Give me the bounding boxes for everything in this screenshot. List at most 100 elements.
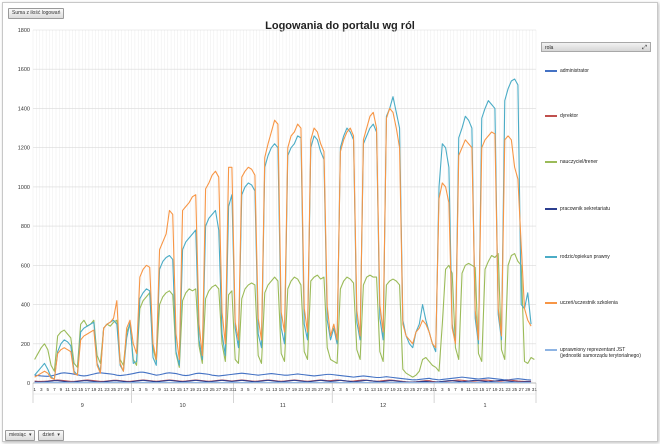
x-day-label: 31 — [430, 387, 436, 392]
series-lines — [34, 78, 535, 384]
legend-label: dyrektor — [560, 113, 579, 119]
legend-swatch — [545, 302, 557, 304]
x-day-label: 25 — [111, 387, 117, 392]
legend-swatch — [545, 208, 557, 210]
day-field-button[interactable]: dzień ▾ — [38, 430, 64, 441]
x-day-label: 11 — [65, 387, 70, 392]
chevron-down-icon: ▾ — [28, 432, 32, 438]
filter-icon[interactable]: ⤢ — [642, 45, 647, 51]
x-month-label: 1 — [484, 403, 487, 409]
legend-swatch — [545, 349, 557, 351]
x-day-label: 3 — [240, 387, 243, 392]
x-day-label: 19 — [292, 387, 298, 392]
x-day-label: 5 — [346, 387, 349, 392]
x-day-label: 29 — [223, 387, 229, 392]
x-day-label: 17 — [183, 387, 189, 392]
x-day-label: 31 — [532, 387, 538, 392]
legend-label: administrator — [560, 68, 589, 74]
y-axis: 0 200 400 600 800 1000 1200 1400 1600 1800 — [18, 28, 30, 387]
x-day-label: 7 — [254, 387, 257, 392]
x-day-label: 23 — [505, 387, 511, 392]
y-tick-label: 800 — [21, 224, 30, 230]
month-field-label: miesiąc — [9, 432, 26, 438]
x-day-label: 3 — [339, 387, 342, 392]
x-day-label: 9 — [461, 387, 464, 392]
row-field-buttons: miesiąc ▾ dzień ▾ — [5, 430, 64, 441]
x-month-label: 9 — [81, 403, 84, 409]
x-day-label: 17 — [285, 387, 291, 392]
x-day-label: 1 — [33, 387, 36, 392]
x-day-label: 15 — [177, 387, 183, 392]
x-day-label: 27 — [118, 387, 124, 392]
x-day-label: 25 — [410, 387, 416, 392]
x-day-label: 21 — [397, 387, 403, 392]
chevron-down-icon: ▾ — [57, 432, 60, 438]
x-day-label: 5 — [247, 387, 250, 392]
y-tick-label: 0 — [27, 381, 30, 387]
y-tick-label: 1800 — [18, 28, 30, 34]
x-day-label: 15 — [279, 387, 285, 392]
x-day-label: 25 — [210, 387, 216, 392]
x-month-label: 10 — [180, 403, 186, 409]
x-day-label: 29 — [325, 387, 331, 392]
legend-label: nauczyciel/trener — [560, 159, 598, 165]
x-day-label: 21 — [298, 387, 304, 392]
y-tick-label: 1000 — [18, 185, 30, 191]
legend-swatch — [545, 256, 557, 258]
x-day-label: 5 — [47, 387, 50, 392]
x-day-label: 23 — [203, 387, 209, 392]
x-day-label: 9 — [260, 387, 263, 392]
x-day-label: 27 — [417, 387, 423, 392]
x-day-label: 1 — [234, 387, 237, 392]
x-day-label: 1 — [434, 387, 437, 392]
day-field-label: dzień — [42, 432, 55, 438]
x-day-label: 23 — [305, 387, 311, 392]
x-day-label: 13 — [473, 387, 479, 392]
x-day-label: 17 — [384, 387, 390, 392]
legend-field-button[interactable]: rola ⤢ — [541, 42, 651, 52]
x-day-label: 3 — [441, 387, 444, 392]
x-day-label: 27 — [318, 387, 324, 392]
y-tick-label: 1600 — [18, 67, 30, 73]
x-day-label: 9 — [158, 387, 161, 392]
x-day-label: 19 — [492, 387, 498, 392]
x-day-label: 27 — [216, 387, 222, 392]
x-day-label: 23 — [104, 387, 110, 392]
x-day-label: 27 — [519, 387, 525, 392]
x-day-label: 13 — [170, 387, 176, 392]
x-day-label: 25 — [512, 387, 518, 392]
y-tick-label: 400 — [21, 303, 30, 309]
x-day-label: 5 — [448, 387, 451, 392]
x-month-label: 11 — [280, 403, 286, 409]
legend-swatch — [545, 115, 557, 117]
x-day-label: 29 — [423, 387, 429, 392]
x-day-label: 9 — [359, 387, 362, 392]
x-day-label: 5 — [145, 387, 148, 392]
series-line-pracownik — [34, 379, 532, 383]
x-day-label: 7 — [352, 387, 355, 392]
x-day-label: 15 — [78, 387, 84, 392]
x-day-label: 31 — [229, 387, 235, 392]
x-day-label: 17 — [85, 387, 91, 392]
x-day-label: 11 — [364, 387, 369, 392]
legend-label: uczeń/uczestnik szkolenia — [560, 300, 618, 306]
x-day-label: 11 — [164, 387, 169, 392]
x-day-label: 9 — [60, 387, 63, 392]
y-tick-label: 1200 — [18, 146, 30, 152]
x-day-label: 3 — [139, 387, 142, 392]
legend-swatch — [545, 70, 557, 72]
x-day-label: 17 — [486, 387, 492, 392]
x-month-label: 12 — [380, 403, 386, 409]
x-day-label: 21 — [98, 387, 104, 392]
month-field-button[interactable]: miesiąc ▾ — [5, 430, 36, 441]
y-tick-label: 1400 — [18, 106, 30, 112]
values-field-label: Suma z ilość logowań — [12, 10, 61, 16]
x-day-label: 7 — [454, 387, 457, 392]
legend-header-label: rola — [545, 45, 554, 51]
values-field-button[interactable]: Suma z ilość logowań — [8, 8, 65, 19]
x-day-label: 11 — [466, 387, 471, 392]
series-line-ucze--uczestnik — [34, 107, 532, 380]
